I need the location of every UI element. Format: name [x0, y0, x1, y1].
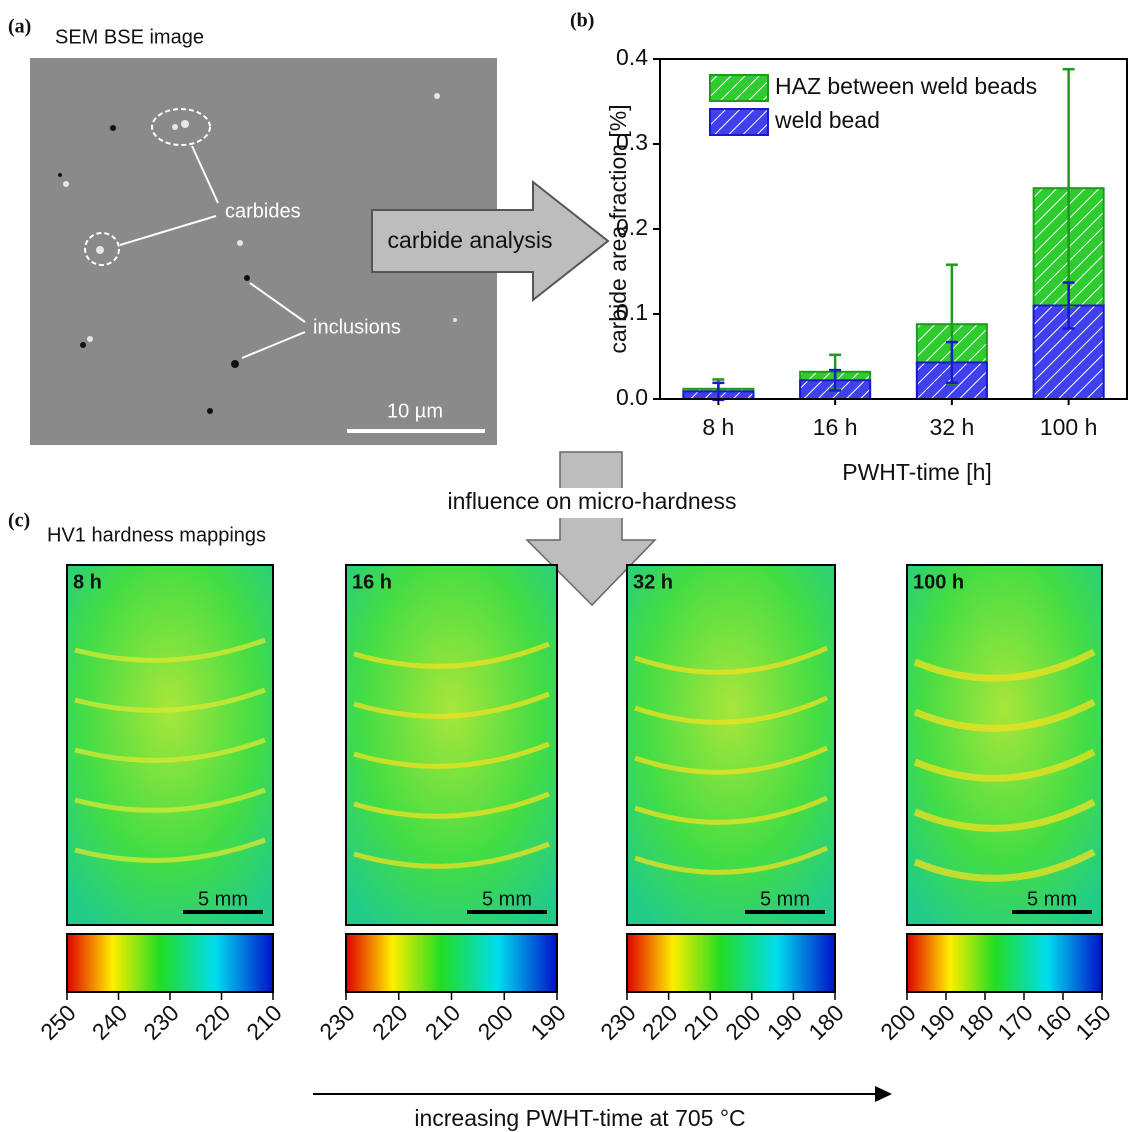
- x-tick-label: 16 h: [813, 414, 858, 440]
- colorbar-tick-label: 230: [314, 999, 360, 1045]
- map-label: 100 h: [913, 571, 964, 593]
- colorbar-tick-label: 190: [525, 999, 571, 1045]
- hardness-band: [634, 645, 829, 675]
- hardness-band: [74, 737, 266, 763]
- legend-label: HAZ between weld beads: [775, 73, 1037, 99]
- colorbar-tick-label: 210: [679, 999, 725, 1045]
- hardness-band: [634, 695, 829, 725]
- colorbar-tick-label: 200: [875, 999, 921, 1045]
- y-tick-label: 0.3: [616, 129, 648, 155]
- hardness-band: [913, 848, 1096, 882]
- colorbar-tick-label: 180: [953, 999, 999, 1045]
- hardness-band: [353, 641, 550, 669]
- colorbar-tick-label: 220: [637, 999, 683, 1045]
- map-label: 8 h: [73, 571, 102, 593]
- hardness-band: [913, 648, 1096, 682]
- hardness-band: [913, 798, 1096, 832]
- error-bar: [945, 340, 958, 385]
- hardness-band: [74, 687, 266, 713]
- inclusion-dots: [58, 125, 250, 414]
- colorbar-tick-label: 230: [138, 999, 184, 1045]
- panel-label: (b): [570, 10, 594, 32]
- scale-label: 5 mm: [482, 888, 532, 910]
- arrow-label: carbide analysis: [388, 227, 553, 253]
- colorbar-tick-label: 230: [595, 999, 641, 1045]
- legend-swatch: [709, 108, 769, 136]
- carbide-circles: [84, 108, 211, 266]
- colorbar-tick-label: 220: [367, 999, 413, 1045]
- panel-label: (c): [8, 510, 30, 532]
- panel-title: SEM BSE image: [55, 26, 204, 48]
- colorbar: [906, 933, 1103, 993]
- pointer-lines: [119, 145, 306, 359]
- colorbar-tick-label: 170: [992, 999, 1038, 1045]
- colorbar-tick-label: 220: [190, 999, 236, 1045]
- hardness-map: [66, 564, 274, 926]
- y-axis-label: carbide area fraction [%]: [605, 104, 631, 353]
- y-tick-label: 0.2: [616, 214, 648, 240]
- hardness-band: [353, 741, 550, 769]
- annotation: carbides: [225, 200, 301, 222]
- scale-label: 5 mm: [198, 888, 248, 910]
- hardness-band: [634, 745, 829, 775]
- hardness-band: [634, 795, 829, 825]
- arrow: [525, 451, 657, 607]
- colorbar: [345, 933, 558, 993]
- colorbar-tick-label: 200: [720, 999, 766, 1045]
- y-tick-label: 0.0: [616, 384, 648, 410]
- arrow-label: increasing PWHT-time at 705 °C: [414, 1105, 745, 1131]
- legend-label: weld bead: [774, 107, 880, 133]
- map-label: 32 h: [633, 571, 673, 593]
- error-bar: [1062, 281, 1075, 330]
- colorbar: [626, 933, 836, 993]
- colorbar-tick-label: 180: [803, 999, 849, 1045]
- error-bar: [829, 368, 842, 392]
- carbide-spots: [63, 93, 457, 342]
- panel-title: HV1 hardness mappings: [47, 524, 266, 546]
- hardness-band: [74, 837, 266, 863]
- hardness-band: [353, 791, 550, 819]
- colorbar-tick-label: 240: [87, 999, 133, 1045]
- x-tick-label: 8 h: [702, 414, 734, 440]
- label-bg: [425, 488, 760, 518]
- colorbar-tick-label: 250: [35, 999, 81, 1045]
- time-arrow-head: [875, 1086, 892, 1102]
- colorbar-tick-label: 160: [1031, 999, 1077, 1045]
- scale-label: 10 µm: [387, 400, 443, 422]
- bar-chart: 0.0 0.1 0.2 0.3 0.4 8 h 16 h 32 h 100 h HAZ betwe…: [605, 44, 1128, 485]
- scale-label: 5 mm: [1027, 888, 1077, 910]
- colorbar: [66, 933, 274, 993]
- colorbar-tick-label: 190: [914, 999, 960, 1045]
- arrow: [371, 179, 610, 303]
- arrow-label: influence on micro-hardness: [448, 488, 737, 514]
- annotation: inclusions: [313, 316, 401, 338]
- panel-label: (a): [8, 16, 31, 38]
- plot-frame: [659, 58, 1128, 400]
- legend-swatch: [709, 74, 769, 102]
- hardness-band: [353, 841, 550, 869]
- hardness-map: [345, 564, 558, 926]
- hardness-band: [353, 691, 550, 719]
- x-tick-label: 32 h: [929, 414, 974, 440]
- colorbar-tick-label: 150: [1070, 999, 1116, 1045]
- colorbar-tick-label: 200: [473, 999, 519, 1045]
- y-tick-label: 0.1: [616, 299, 648, 325]
- map-label: 16 h: [352, 571, 392, 593]
- y-tick-label: 0.4: [616, 44, 648, 70]
- colorbar-tick-label: 210: [241, 999, 287, 1045]
- colorbar-tick-label: 210: [420, 999, 466, 1045]
- hardness-band: [913, 748, 1096, 782]
- scale-label: 5 mm: [760, 888, 810, 910]
- hardness-band: [913, 698, 1096, 732]
- hardness-band: [634, 845, 829, 875]
- x-tick-label: 100 h: [1040, 414, 1098, 440]
- hardness-band: [74, 637, 266, 663]
- x-axis-label: PWHT-time [h]: [842, 459, 992, 485]
- hardness-band: [74, 787, 266, 813]
- colorbar-tick-label: 190: [762, 999, 808, 1045]
